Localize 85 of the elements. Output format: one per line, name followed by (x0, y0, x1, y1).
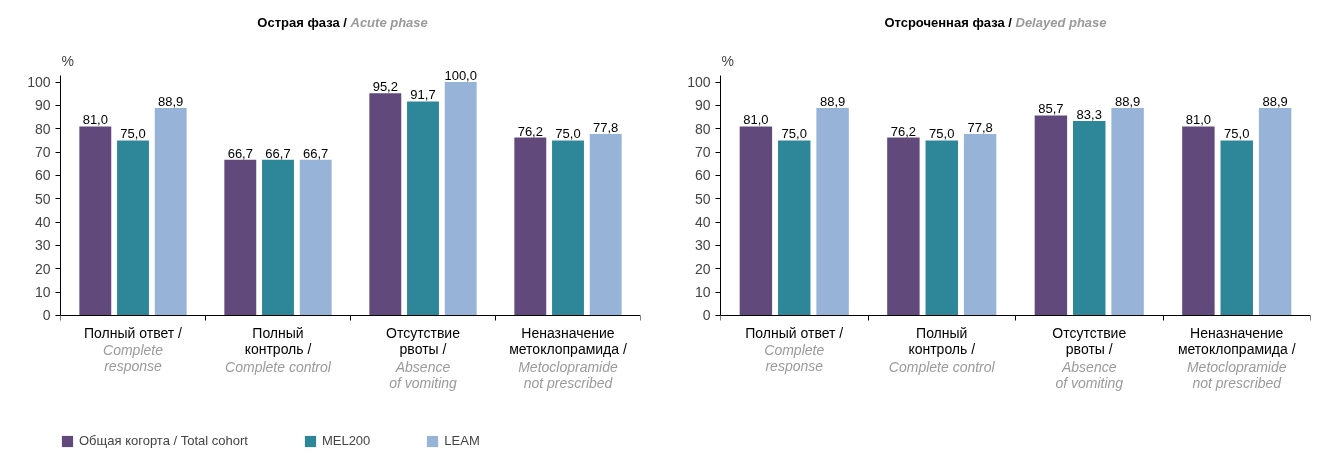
chart-title: Отсроченная фаза / Delayed phase (884, 15, 1107, 31)
y-tick-label: 60 (34, 167, 51, 184)
data-label: 88,9 (1114, 93, 1141, 109)
data-label: 83,3 (1076, 107, 1102, 123)
bar (1182, 126, 1215, 316)
bar (262, 159, 294, 316)
bar (224, 159, 257, 316)
y-tick-label: 20 (694, 260, 711, 277)
data-label: 66,7 (265, 145, 291, 161)
bar (963, 133, 997, 316)
y-tick-label: 90 (694, 97, 711, 114)
y-tick-label: 30 (694, 237, 711, 254)
bar (1220, 140, 1253, 316)
y-axis-title: % (721, 53, 734, 70)
bar (444, 82, 477, 316)
x-tick-label: Отсутствие рвоты / Absence of vomiting (386, 325, 461, 392)
bar (299, 159, 332, 316)
y-tick-label: 10 (694, 284, 711, 301)
bar (369, 93, 402, 316)
bar (1073, 121, 1106, 316)
bar (887, 137, 920, 316)
data-label: 88,9 (819, 93, 846, 109)
data-label: 81,0 (743, 112, 769, 128)
data-label: 91,7 (410, 87, 436, 103)
y-axis-title: % (61, 53, 74, 70)
bar (552, 140, 584, 316)
y-tick-label: 30 (34, 237, 51, 254)
y-tick-label: 80 (694, 120, 711, 137)
data-label: 95,2 (372, 79, 398, 95)
x-tick-label: Полный ответ / Complete response (84, 325, 183, 375)
y-tick-label: 40 (34, 214, 51, 231)
y-tick-label: 70 (694, 144, 711, 161)
data-label: 76,2 (890, 123, 917, 139)
y-tick-label: 80 (34, 120, 51, 137)
y-tick-label: 20 (34, 260, 51, 277)
bar (1258, 107, 1292, 316)
legend-label: Общая когорта / Total cohort (79, 433, 248, 448)
x-tick-label: Полный контроль / Complete control (888, 325, 996, 376)
data-label: 75,0 (555, 126, 581, 142)
legend-label: MEL200 (321, 433, 371, 448)
y-tick-label: 60 (694, 167, 711, 184)
x-tick-label: Отсутствие рвоты / Absence of vomiting (1052, 325, 1127, 392)
data-label: 88,9 (158, 93, 184, 109)
y-tick-label: 0 (702, 307, 711, 324)
bar (514, 137, 547, 316)
y-tick-label: 50 (694, 190, 711, 207)
y-tick-label: 10 (34, 284, 51, 301)
bar (925, 140, 958, 316)
bar (79, 126, 112, 316)
data-label: 77,8 (593, 119, 619, 135)
x-tick-label: Полный контроль / Complete control (225, 325, 332, 376)
data-label: 66,7 (227, 145, 253, 161)
x-tick-label: Неназначение метоклопрамида / Metoclopramide not prescribed (1177, 325, 1296, 392)
bar (778, 140, 811, 316)
chart-title: Острая фаза / Acute phase (257, 15, 428, 31)
legend-label: LEAM (444, 433, 480, 448)
data-label: 66,7 (303, 145, 329, 161)
bar (154, 107, 187, 316)
data-label: 76,2 (517, 123, 543, 139)
bar (739, 126, 773, 316)
data-label: 81,0 (82, 112, 108, 128)
bar (589, 133, 622, 316)
bar (1034, 115, 1068, 316)
y-tick-label: 100 (687, 74, 711, 91)
bar (1111, 107, 1144, 316)
bar (407, 101, 439, 316)
y-tick-label: 70 (34, 144, 51, 161)
y-tick-label: 100 (27, 74, 51, 91)
x-tick-label: Неназначение метоклопрамида / Metoclopramide not prescribed (509, 325, 627, 392)
data-label: 85,7 (1038, 101, 1064, 117)
data-label: 77,8 (967, 119, 993, 135)
data-label: 88,9 (1262, 93, 1288, 109)
x-tick-label: Полный ответ / Complete response (745, 325, 844, 375)
data-label: 81,0 (1185, 112, 1212, 128)
y-tick-label: 50 (34, 190, 51, 207)
data-label: 75,0 (781, 126, 807, 142)
bar (117, 140, 149, 316)
data-label: 75,0 (929, 126, 955, 142)
data-label: 75,0 (120, 126, 146, 142)
data-label: 100,0 (444, 68, 477, 84)
bar (816, 107, 849, 316)
y-tick-label: 90 (34, 97, 51, 114)
data-label: 75,0 (1224, 126, 1250, 142)
y-tick-label: 0 (42, 307, 51, 324)
y-tick-label: 40 (694, 214, 711, 231)
